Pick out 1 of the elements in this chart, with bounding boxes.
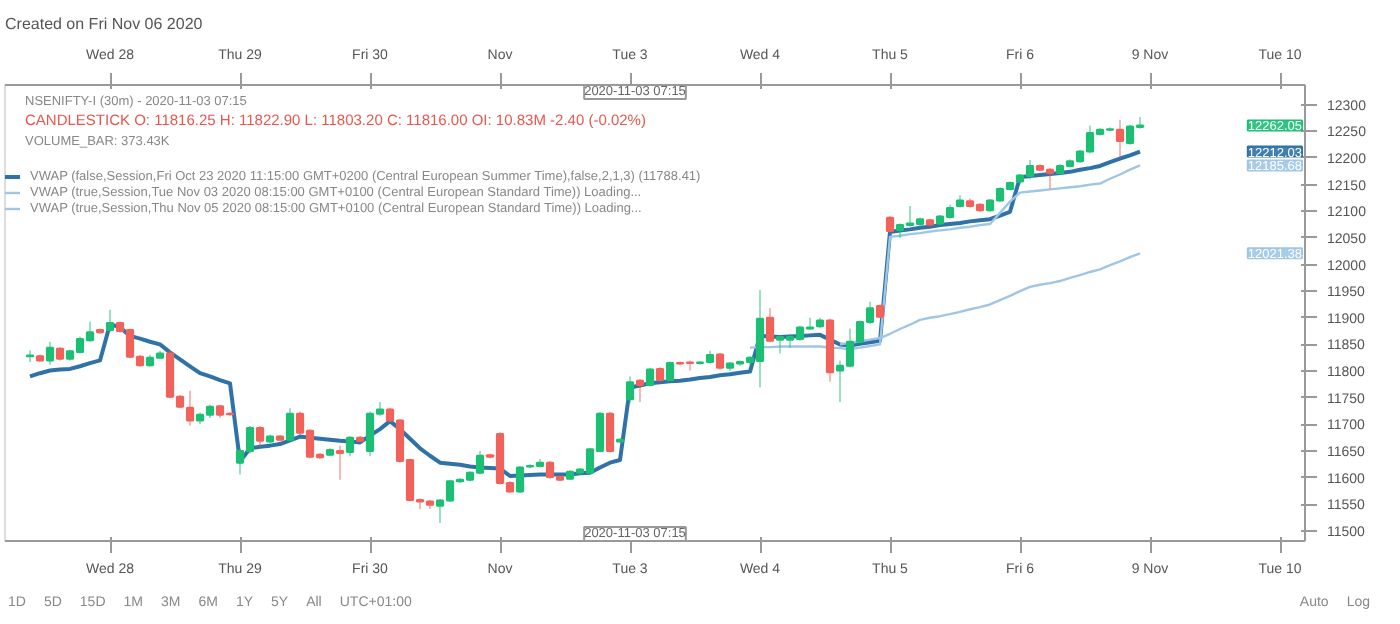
chart-title: Created on Fri Nov 06 2020 (5, 15, 204, 33)
